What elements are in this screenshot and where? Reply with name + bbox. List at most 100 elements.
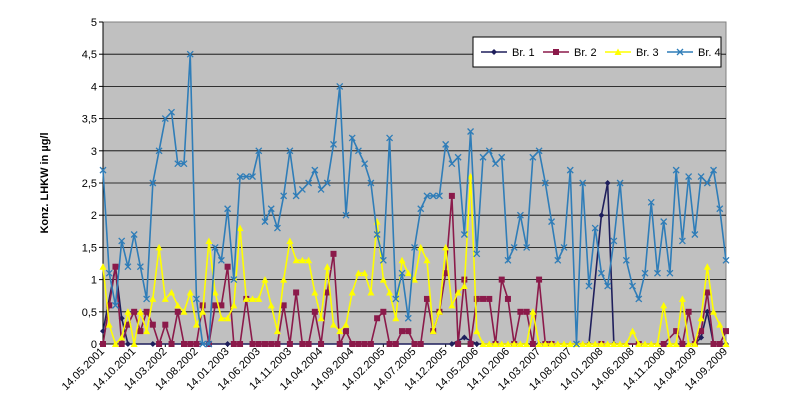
data-point-stroke — [676, 48, 684, 56]
data-point — [535, 340, 543, 347]
data-point — [560, 243, 568, 251]
data-point — [691, 340, 699, 347]
data-point — [305, 341, 312, 347]
data-point — [168, 108, 175, 116]
series-br-4 — [99, 50, 730, 348]
data-point-stroke — [224, 205, 232, 213]
data-point — [622, 340, 630, 347]
data-point — [186, 50, 194, 58]
data-point-stroke — [710, 166, 717, 174]
data-point-stroke — [448, 160, 456, 168]
data-point-stroke — [99, 166, 107, 174]
data-point — [348, 134, 356, 142]
y-tick-label: 2,5 — [82, 178, 97, 190]
data-point — [566, 166, 574, 174]
data-point — [653, 340, 661, 347]
data-point — [510, 243, 518, 251]
data-point — [242, 173, 250, 181]
data-point — [685, 173, 693, 181]
data-point — [685, 308, 692, 315]
data-point-stroke — [473, 250, 481, 258]
data-point — [205, 340, 213, 348]
data-point-stroke — [404, 314, 412, 322]
data-point-stroke — [379, 256, 387, 264]
data-point — [398, 269, 406, 277]
data-point — [136, 263, 144, 271]
data-point-stroke — [323, 179, 331, 187]
data-point — [423, 256, 431, 264]
data-point — [566, 340, 574, 347]
data-point — [379, 276, 387, 283]
data-point-stroke — [429, 192, 437, 200]
legend-item: Br. 2 — [543, 47, 597, 59]
data-point — [635, 295, 643, 303]
data-point — [504, 295, 511, 302]
data-point-stroke — [591, 224, 599, 232]
data-point — [193, 341, 200, 347]
data-point — [591, 224, 599, 232]
data-point-stroke — [174, 160, 182, 168]
data-point-stroke — [716, 205, 724, 213]
data-point — [361, 160, 369, 168]
data-point — [417, 341, 424, 347]
data-point — [573, 340, 580, 348]
data-point — [716, 321, 724, 328]
data-point — [355, 341, 362, 347]
data-point — [255, 341, 262, 347]
series-br-3 — [99, 173, 730, 347]
data-point — [629, 282, 637, 290]
legend-label: Br. 2 — [574, 47, 597, 59]
data-point — [255, 295, 263, 302]
data-point — [273, 327, 281, 335]
data-point — [529, 308, 537, 315]
data-point — [311, 166, 319, 174]
data-point-stroke — [118, 237, 126, 245]
data-point-stroke — [373, 231, 381, 238]
data-point — [604, 340, 612, 347]
data-point — [298, 256, 306, 264]
data-point — [354, 269, 362, 277]
data-point — [156, 341, 163, 347]
data-point — [417, 205, 425, 213]
data-point-stroke — [342, 211, 350, 219]
data-point-stroke — [678, 237, 686, 245]
data-point — [373, 231, 381, 238]
data-point — [516, 211, 524, 219]
data-point-stroke — [654, 269, 661, 277]
data-point — [155, 147, 163, 155]
data-point — [485, 147, 493, 155]
data-point — [685, 340, 693, 347]
data-point-stroke — [298, 185, 306, 193]
data-point — [192, 295, 200, 303]
data-point-stroke — [124, 263, 132, 271]
y-tick-label: 4,5 — [82, 49, 97, 61]
legend-label: Br. 3 — [636, 47, 659, 59]
data-point — [199, 340, 207, 348]
data-point — [698, 328, 705, 335]
data-point — [136, 308, 144, 315]
data-point — [236, 173, 244, 181]
data-point — [504, 340, 512, 347]
data-point — [429, 327, 437, 335]
data-point — [186, 288, 194, 296]
data-point — [155, 243, 163, 251]
data-point-stroke — [541, 179, 549, 187]
data-point — [529, 341, 536, 347]
data-point — [616, 179, 624, 187]
data-point — [380, 308, 387, 315]
data-point — [523, 308, 530, 315]
data-point — [298, 185, 306, 193]
data-point — [323, 263, 331, 270]
data-point — [629, 327, 637, 335]
data-point — [174, 301, 182, 309]
data-point — [386, 134, 394, 142]
data-point — [386, 341, 393, 347]
data-point — [480, 295, 487, 302]
data-point — [435, 192, 443, 200]
data-point-stroke — [392, 295, 400, 303]
data-point — [442, 243, 450, 251]
data-point — [666, 269, 674, 277]
data-point — [399, 328, 406, 335]
data-point — [99, 263, 107, 270]
data-point — [548, 218, 556, 226]
